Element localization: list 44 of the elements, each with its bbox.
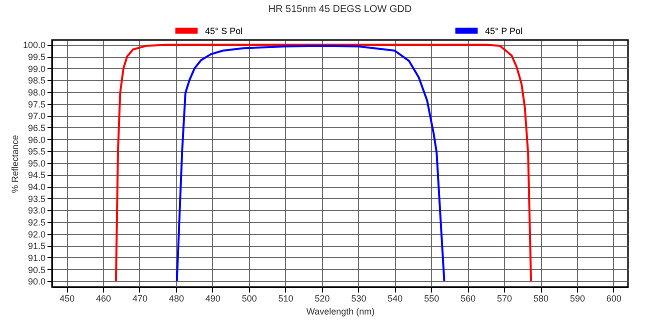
legend-label: 45° P Pol <box>485 26 522 36</box>
y-tick-label: 91.5 <box>28 241 46 252</box>
y-tick-label: 90.0 <box>28 276 46 287</box>
y-tick-label: 93.5 <box>28 194 46 204</box>
y-tick-label: 94.5 <box>28 170 46 180</box>
y-tick-label: 92.5 <box>28 218 46 228</box>
x-tick-label: 480 <box>168 294 184 304</box>
y-tick-label: 93.0 <box>28 206 46 216</box>
line-series <box>114 44 532 282</box>
x-axis-title: Wavelength (nm) <box>306 306 375 316</box>
y-tick-label: 97.0 <box>28 111 46 122</box>
y-axis-title: % Reflectance <box>10 134 20 194</box>
y-tick-label: 98.5 <box>28 76 46 86</box>
x-tick-label: 560 <box>460 294 476 304</box>
y-tick-label: 94.0 <box>28 182 46 192</box>
x-tick-label: 520 <box>314 294 330 304</box>
y-tick-label: 95.5 <box>28 146 46 157</box>
line-series <box>176 44 446 282</box>
y-tick-label: 98.0 <box>28 88 46 98</box>
y-tick-label: 92.0 <box>28 229 46 240</box>
x-tick-label: 470 <box>132 294 148 304</box>
y-tick-label: 100.0 <box>22 40 46 50</box>
x-tick-label: 550 <box>424 294 440 304</box>
y-tick-label: 97.5 <box>28 99 46 110</box>
y-tick-label: 99.5 <box>28 52 46 62</box>
y-tick-label: 96.0 <box>28 134 46 145</box>
x-tick-label: 590 <box>570 294 585 304</box>
x-tick-label: 510 <box>278 294 294 304</box>
legend-label: 45° S Pol <box>205 26 243 36</box>
x-tick-label: 450 <box>60 294 75 304</box>
x-tick-label: 530 <box>351 294 366 304</box>
y-tick-label: 90.5 <box>28 264 46 275</box>
y-tick-label: 96.5 <box>28 122 46 133</box>
x-tick-label: 460 <box>96 294 112 304</box>
x-tick-label: 580 <box>533 294 549 304</box>
chart-title: HR 515nm 45 DEGS LOW GDD <box>268 4 412 15</box>
y-tick-label: 95.0 <box>28 158 46 168</box>
x-tick-label: 570 <box>497 294 512 304</box>
x-tick-label: 600 <box>606 294 622 304</box>
x-tick-label: 490 <box>205 294 220 304</box>
y-tick-label: 99.0 <box>28 64 46 74</box>
x-tick-label: 540 <box>388 294 403 304</box>
x-tick-label: 500 <box>242 294 257 304</box>
y-tick-label: 91.0 <box>28 252 46 263</box>
